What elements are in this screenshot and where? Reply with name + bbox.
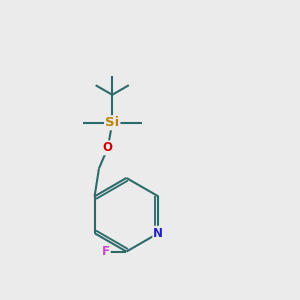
Text: N: N (153, 227, 163, 240)
Text: F: F (102, 245, 110, 258)
Text: Si: Si (105, 116, 119, 129)
Text: O: O (103, 141, 113, 154)
